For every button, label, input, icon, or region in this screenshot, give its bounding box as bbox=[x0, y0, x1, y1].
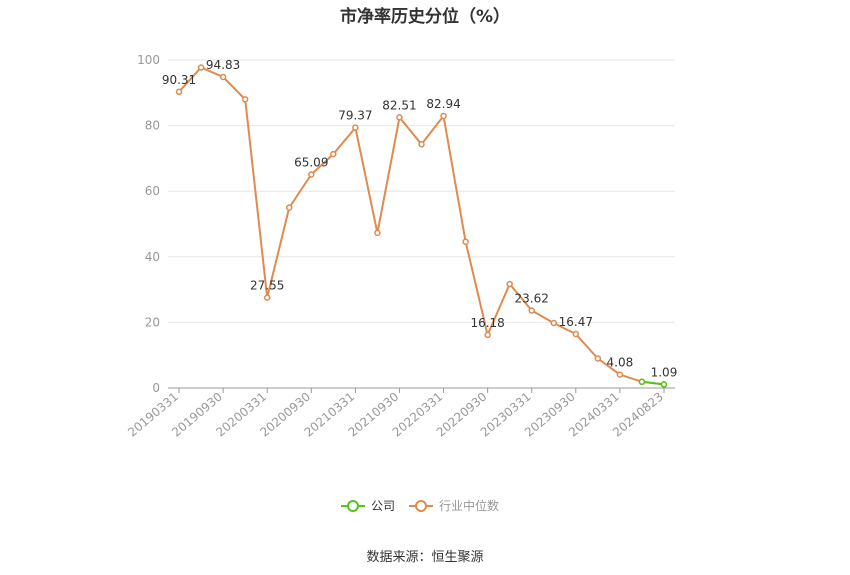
legend-item-industry-median[interactable]: 行业中位数 bbox=[409, 498, 499, 513]
legend[interactable]: 公司 行业中位数 bbox=[341, 498, 499, 513]
data-label: 16.18 bbox=[470, 316, 504, 330]
data-point bbox=[374, 229, 381, 237]
data-label: 1.09 bbox=[651, 365, 678, 379]
data-label: 79.37 bbox=[338, 109, 372, 123]
data-point bbox=[506, 280, 513, 288]
legend-marker bbox=[347, 500, 359, 512]
grid-layer bbox=[168, 59, 675, 323]
legend-label: 公司 bbox=[371, 499, 395, 513]
data-point bbox=[241, 96, 249, 103]
data-point bbox=[484, 331, 491, 339]
y-tick-label: 60 bbox=[145, 184, 160, 198]
data-point bbox=[175, 88, 183, 96]
data-point bbox=[418, 141, 425, 148]
series-line bbox=[178, 66, 665, 386]
data-point bbox=[263, 294, 271, 301]
data-point bbox=[638, 378, 646, 386]
data-label: 82.51 bbox=[382, 98, 416, 112]
data-point bbox=[528, 307, 535, 314]
data-point bbox=[330, 150, 337, 158]
data-point bbox=[396, 114, 403, 121]
data-label: 27.55 bbox=[250, 279, 284, 293]
data-label: 90.31 bbox=[162, 73, 196, 87]
data-point bbox=[616, 371, 624, 378]
data-point bbox=[197, 64, 205, 71]
y-tick-label: 80 bbox=[145, 119, 160, 133]
y-tick-label: 20 bbox=[145, 315, 160, 329]
data-point bbox=[660, 381, 668, 388]
series-line bbox=[641, 380, 665, 386]
data-point bbox=[285, 204, 293, 211]
legend-marker bbox=[415, 500, 427, 512]
data-label: 82.94 bbox=[426, 97, 460, 111]
data-point bbox=[550, 319, 558, 327]
data-point bbox=[594, 355, 602, 362]
data-point bbox=[308, 171, 315, 178]
y-tick-label: 40 bbox=[145, 250, 160, 264]
legend-label: 行业中位数 bbox=[439, 498, 499, 513]
legend-item-company[interactable]: 公司 bbox=[341, 499, 395, 513]
data-label: 4.08 bbox=[607, 356, 634, 370]
data-point bbox=[219, 73, 227, 81]
series-layer bbox=[175, 64, 668, 388]
data-label: 16.47 bbox=[559, 315, 593, 329]
data-label: 94.83 bbox=[206, 58, 240, 72]
data-point bbox=[572, 330, 580, 338]
label-layer: 90.31 94.83 27.55 65.09 79.37 82.51 82.94 16.18… bbox=[162, 58, 677, 379]
y-tick-label: 0 bbox=[152, 381, 160, 395]
data-label: 23.62 bbox=[515, 292, 549, 306]
data-point bbox=[352, 124, 359, 131]
data-point bbox=[440, 112, 447, 120]
data-label: 65.09 bbox=[294, 156, 328, 170]
data-point bbox=[462, 238, 469, 245]
y-tick-label: 100 bbox=[137, 53, 160, 67]
chart-title: 市净率历史分位（%） bbox=[339, 7, 511, 27]
source-note: 数据来源：恒生聚源 bbox=[366, 550, 484, 565]
